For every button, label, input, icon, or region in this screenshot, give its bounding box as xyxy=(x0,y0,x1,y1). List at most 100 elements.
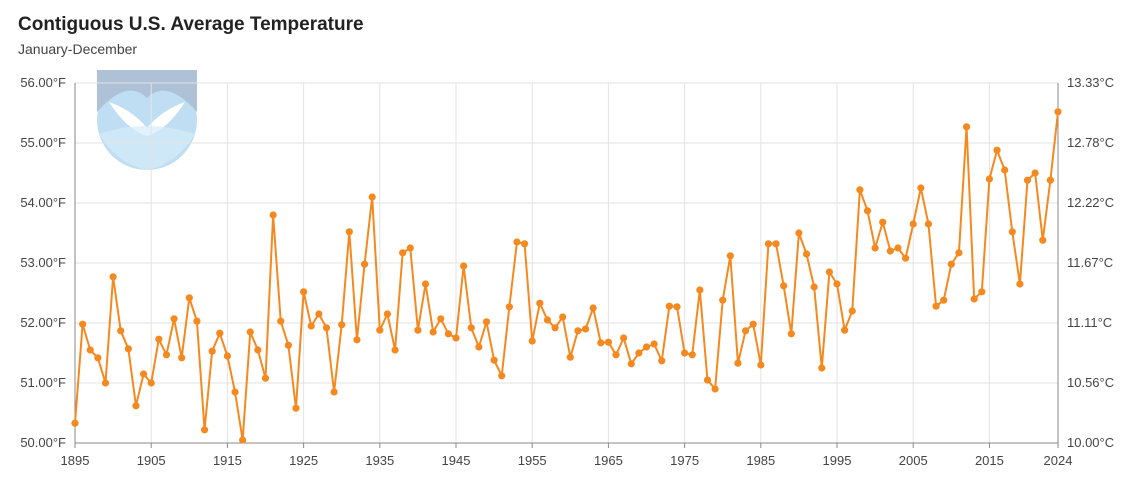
data-point[interactable] xyxy=(581,325,590,333)
data-point[interactable] xyxy=(147,379,155,387)
data-point[interactable] xyxy=(368,193,376,201)
data-point[interactable] xyxy=(955,249,963,257)
data-point[interactable] xyxy=(124,345,132,353)
data-point[interactable] xyxy=(79,320,87,328)
data-point[interactable] xyxy=(162,351,171,359)
data-point[interactable] xyxy=(109,273,117,281)
data-point[interactable] xyxy=(764,240,773,248)
data-point[interactable] xyxy=(917,184,925,192)
data-point[interactable] xyxy=(734,359,742,367)
data-point[interactable] xyxy=(894,244,902,252)
data-point[interactable] xyxy=(429,328,437,336)
data-point[interactable] xyxy=(886,247,894,255)
data-point[interactable] xyxy=(315,310,323,318)
data-point[interactable] xyxy=(681,349,689,357)
data-point[interactable] xyxy=(482,318,491,326)
data-point[interactable] xyxy=(101,379,110,387)
data-point[interactable] xyxy=(513,238,521,246)
data-point[interactable] xyxy=(391,346,399,354)
data-point[interactable] xyxy=(787,330,795,338)
data-point[interactable] xyxy=(246,328,254,336)
data-point[interactable] xyxy=(856,186,864,194)
data-point[interactable] xyxy=(795,229,803,237)
data-point[interactable] xyxy=(597,339,605,347)
data-point[interactable] xyxy=(193,317,201,325)
data-point[interactable] xyxy=(490,356,498,364)
data-point[interactable] xyxy=(536,299,544,307)
data-point[interactable] xyxy=(200,426,209,434)
data-point[interactable] xyxy=(665,302,673,310)
data-point[interactable] xyxy=(421,280,430,288)
data-point[interactable] xyxy=(223,352,232,360)
data-point[interactable] xyxy=(231,388,239,396)
data-point[interactable] xyxy=(863,207,872,215)
data-point[interactable] xyxy=(1001,166,1009,174)
data-point[interactable] xyxy=(901,254,910,262)
data-point[interactable] xyxy=(924,220,933,228)
data-point[interactable] xyxy=(1039,236,1047,244)
data-point[interactable] xyxy=(1023,176,1032,184)
data-point[interactable] xyxy=(604,338,613,346)
data-point[interactable] xyxy=(322,324,331,332)
data-point[interactable] xyxy=(962,123,971,131)
data-point[interactable] xyxy=(658,357,666,365)
data-point[interactable] xyxy=(696,286,704,294)
data-point[interactable] xyxy=(818,364,826,372)
data-point[interactable] xyxy=(985,175,994,183)
data-point[interactable] xyxy=(139,370,148,378)
data-point[interactable] xyxy=(86,346,94,354)
data-point[interactable] xyxy=(757,361,765,369)
data-point[interactable] xyxy=(978,288,986,296)
data-point[interactable] xyxy=(1031,169,1039,177)
data-point[interactable] xyxy=(383,310,392,318)
data-point[interactable] xyxy=(239,436,247,444)
data-point[interactable] xyxy=(520,240,529,248)
data-point[interactable] xyxy=(620,334,628,342)
data-point[interactable] xyxy=(71,419,79,427)
data-point[interactable] xyxy=(841,326,849,334)
data-point[interactable] xyxy=(261,374,270,382)
data-point[interactable] xyxy=(551,324,559,332)
data-point[interactable] xyxy=(543,316,552,324)
data-point[interactable] xyxy=(947,260,955,268)
data-point[interactable] xyxy=(444,330,452,338)
data-point[interactable] xyxy=(772,240,780,248)
data-point[interactable] xyxy=(642,343,651,351)
data-point[interactable] xyxy=(330,388,338,396)
data-point[interactable] xyxy=(993,146,1001,154)
data-point[interactable] xyxy=(300,288,308,296)
data-point[interactable] xyxy=(909,220,917,228)
data-point[interactable] xyxy=(1046,176,1054,184)
data-point[interactable] xyxy=(871,244,879,252)
data-point[interactable] xyxy=(437,315,445,323)
data-point[interactable] xyxy=(688,351,696,359)
data-point[interactable] xyxy=(132,402,140,410)
data-point[interactable] xyxy=(574,327,582,335)
data-point[interactable] xyxy=(749,320,757,328)
data-point[interactable] xyxy=(185,294,193,302)
data-point[interactable] xyxy=(825,268,833,276)
data-point[interactable] xyxy=(741,327,750,335)
data-point[interactable] xyxy=(566,353,574,361)
data-point[interactable] xyxy=(94,354,102,362)
data-point[interactable] xyxy=(970,295,978,303)
data-point[interactable] xyxy=(505,303,513,311)
data-point[interactable] xyxy=(284,341,292,349)
data-point[interactable] xyxy=(216,329,224,337)
data-point[interactable] xyxy=(719,296,727,304)
data-point[interactable] xyxy=(627,360,635,368)
data-point[interactable] xyxy=(932,302,940,310)
data-point[interactable] xyxy=(848,307,856,315)
data-point[interactable] xyxy=(650,340,658,348)
data-point[interactable] xyxy=(452,334,460,342)
data-point[interactable] xyxy=(1054,108,1062,116)
data-point[interactable] xyxy=(338,321,346,329)
data-point[interactable] xyxy=(254,346,262,354)
data-point[interactable] xyxy=(726,252,734,260)
data-point[interactable] xyxy=(292,404,300,412)
data-point[interactable] xyxy=(940,296,948,304)
data-point[interactable] xyxy=(345,228,353,236)
data-point[interactable] xyxy=(414,326,422,334)
data-point[interactable] xyxy=(117,327,125,335)
data-point[interactable] xyxy=(467,324,475,332)
